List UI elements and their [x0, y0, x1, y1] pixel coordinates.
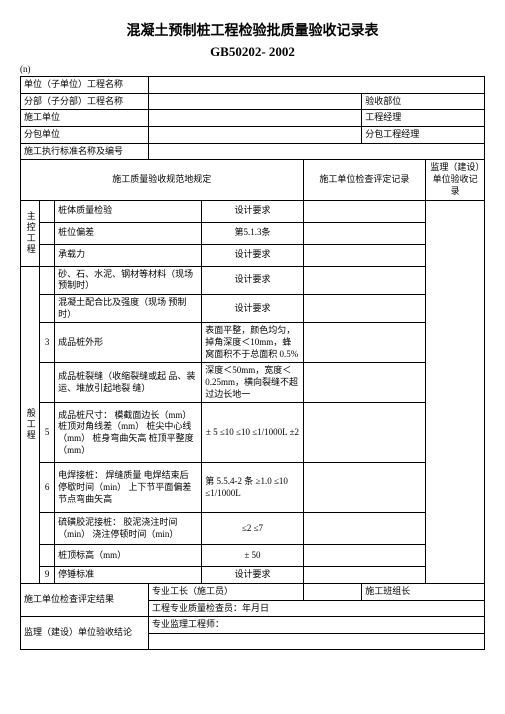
- foreman-label: 专业工长（施工员）: [148, 584, 303, 601]
- accept-location: 验收部位: [362, 93, 485, 110]
- zk-check-2: [303, 222, 426, 244]
- yb-req-9: 设计要求: [202, 567, 303, 584]
- yb-item-9: 停锤标准: [55, 567, 202, 584]
- conclusion-label: 施工单位检查评定结果: [21, 584, 149, 617]
- supervise-conclusion-label: 监理（建设）单位验收结论: [21, 617, 149, 650]
- n-marker: (n): [20, 64, 485, 74]
- construction-unit-label: 施工单位: [21, 110, 149, 127]
- zk-section: 主控工程: [21, 200, 40, 266]
- yb-req-5: ± 5 ≤10 ≤10 ≤1/1000L ±2: [202, 403, 303, 463]
- yb-row-no: 3: [40, 323, 55, 363]
- yb-req-4: 深度＜50mm，宽度＜0.25mm，横向裂缝不超过边长地一: [202, 363, 303, 403]
- unit-check-header: 施工单位检查评定记录: [303, 160, 426, 200]
- yb-req-2: 设计要求: [202, 294, 303, 322]
- yb-check-8: [303, 545, 426, 567]
- zk-item-2: 桩位偏差: [55, 222, 202, 244]
- yb-item-6: 电焊接桩： 焊缝质量 电焊结束后 停歇时间（min） 上下节平面偏差 节点弯曲矢…: [55, 463, 202, 513]
- zk-check-3: [303, 244, 426, 266]
- zk-req-3: 设计要求: [202, 244, 303, 266]
- yb-row-no: [40, 363, 55, 403]
- yb-row-no: [40, 513, 55, 545]
- yb-req-6: 第 5.5.4-2 条 ≥1.0 ≤10 ≤1/1000L: [202, 463, 303, 513]
- yb-row-no: 9: [40, 567, 55, 584]
- spec-header: 施工质量验收规范地规定: [21, 160, 304, 200]
- yb-section: 般工程: [21, 266, 40, 584]
- supervise-eng-label: 专业监理工程师：: [148, 617, 484, 634]
- yb-row-no: [40, 294, 55, 322]
- yb-row-no: [40, 545, 55, 567]
- standard-value: [148, 143, 484, 160]
- quality-check-label: 工程专业质量检查员：年月日: [148, 600, 484, 617]
- yb-req-8: ± 50: [202, 545, 303, 567]
- zk-item-3: 承载力: [55, 244, 202, 266]
- yb-row-no: 5: [40, 403, 55, 463]
- yb-check-6: [303, 463, 426, 513]
- yb-item-2: 混凝土配合比及强度（现场 预制时）: [55, 294, 202, 322]
- zk-check-1: [303, 200, 426, 222]
- yb-check-2: [303, 294, 426, 322]
- yb-item-5: 成品桩尺寸： 模截面边长（mm） 桩顶对角线差（mm） 桩尖中心线（mm） 桩身…: [55, 403, 202, 463]
- yb-row-no: 6: [40, 463, 55, 513]
- zk-row-no: [40, 200, 55, 222]
- yb-check-1: [303, 266, 426, 294]
- yb-row-no: [40, 266, 55, 294]
- yb-req-7: ≤2 ≤7: [202, 513, 303, 545]
- standard-label: 施工执行标准名称及编号: [21, 143, 149, 160]
- record-table: 单位（子单位）工程名称 分部（子分部）工程名称 验收部位 施工单位 工程经理 分…: [20, 76, 485, 650]
- zk-req-2: 第5.1.3条: [202, 222, 303, 244]
- zk-row-no: [40, 244, 55, 266]
- subcontract-manager: 分包工程经理: [362, 127, 485, 144]
- yb-check-5: [303, 403, 426, 463]
- yb-check-7: [303, 513, 426, 545]
- doc-title: 混凝土预制桩工程检验批质量验收记录表: [20, 20, 485, 40]
- yb-req-1: 设计要求: [202, 266, 303, 294]
- construction-unit-value: [148, 110, 361, 127]
- foreman-value: [303, 584, 362, 601]
- yb-req-3: 表面平整，颜色均匀，掉角深度＜10mm，蜂 窝面积不于总面积 0.5%: [202, 323, 303, 363]
- unit-project-label: 单位（子单位）工程名称: [21, 77, 149, 94]
- supervise-header: 监理（建设）单位验收记录: [426, 160, 485, 200]
- yb-item-1: 砂、石、水泥、钢材等材料（现场预制时）: [55, 266, 202, 294]
- yb-check-4: [303, 363, 426, 403]
- subpart-value: [148, 93, 361, 110]
- yb-check-9: [303, 567, 426, 584]
- yb-check-3: [303, 323, 426, 363]
- zk-item-1: 桩体质量检验: [55, 200, 202, 222]
- unit-project-value: [148, 77, 484, 94]
- yb-item-3: 成品桩外形: [55, 323, 202, 363]
- supervise-eng-value: [148, 634, 484, 650]
- subpart-label: 分部（子分部）工程名称: [21, 93, 149, 110]
- doc-code: GB50202- 2002: [20, 44, 485, 60]
- yb-item-4: 成品桩裂缝（收缩裂缝或起 品、装运、堆放引起地裂 缝）: [55, 363, 202, 403]
- subcontract-value: [148, 127, 361, 144]
- yb-item-7: 硫磺胶泥接桩： 胶泥浇注时间（min） 浇注停顿时间（min）: [55, 513, 202, 545]
- project-manager: 工程经理: [362, 110, 485, 127]
- yb-item-8: 桩顶标高（mm）: [55, 545, 202, 567]
- supervise-record: [426, 200, 485, 584]
- zk-req-1: 设计要求: [202, 200, 303, 222]
- zk-row-no: [40, 222, 55, 244]
- subcontract-label: 分包单位: [21, 127, 149, 144]
- team-leader-label: 施工班组长: [362, 584, 485, 601]
